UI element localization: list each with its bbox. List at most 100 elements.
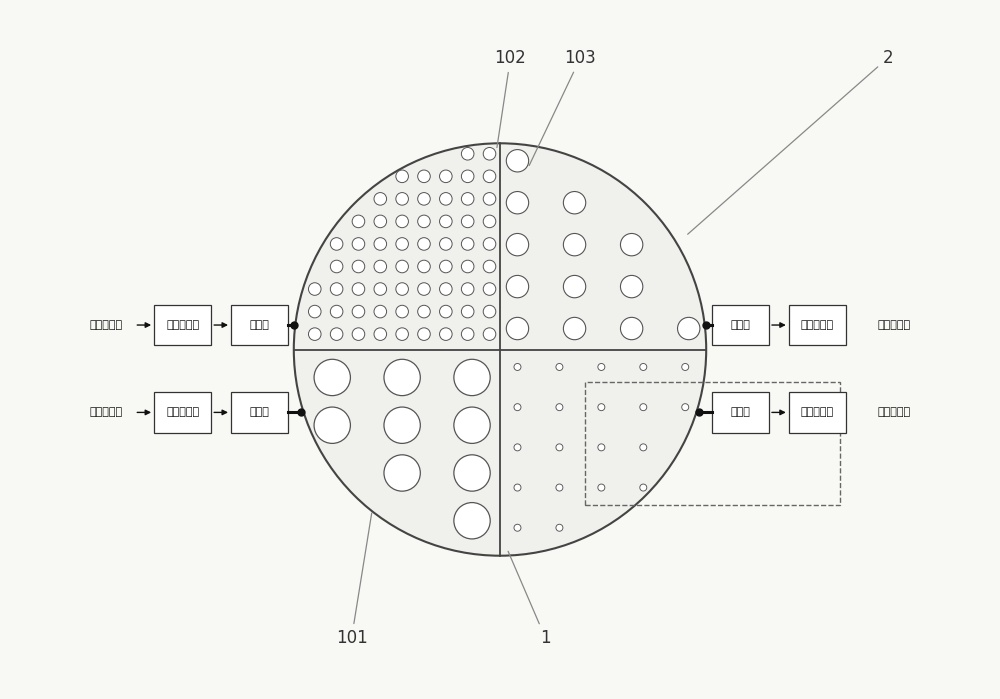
Circle shape xyxy=(454,359,490,396)
Circle shape xyxy=(374,282,387,295)
Bar xyxy=(77,305,134,345)
Circle shape xyxy=(418,215,430,228)
Circle shape xyxy=(483,238,496,250)
Circle shape xyxy=(396,328,408,340)
Text: 信号发生器: 信号发生器 xyxy=(878,320,911,330)
Circle shape xyxy=(396,305,408,318)
Circle shape xyxy=(330,282,343,295)
Circle shape xyxy=(563,233,586,256)
Circle shape xyxy=(506,317,529,340)
Circle shape xyxy=(640,404,647,411)
Circle shape xyxy=(461,282,474,295)
Bar xyxy=(789,392,846,433)
Circle shape xyxy=(374,238,387,250)
Circle shape xyxy=(384,359,420,396)
Text: 信号发生器: 信号发生器 xyxy=(89,408,122,417)
Text: 信号发生器: 信号发生器 xyxy=(878,408,911,417)
Circle shape xyxy=(514,524,521,531)
Circle shape xyxy=(556,524,563,531)
Circle shape xyxy=(418,193,430,206)
Bar xyxy=(866,305,923,345)
Circle shape xyxy=(396,215,408,228)
Circle shape xyxy=(514,484,521,491)
Text: 103: 103 xyxy=(529,49,596,166)
Circle shape xyxy=(483,260,496,273)
Circle shape xyxy=(514,363,521,370)
Circle shape xyxy=(374,215,387,228)
Circle shape xyxy=(461,328,474,340)
Bar xyxy=(585,382,840,505)
Circle shape xyxy=(483,193,496,206)
Text: 功率放大器: 功率放大器 xyxy=(801,320,834,330)
Circle shape xyxy=(461,305,474,318)
Circle shape xyxy=(330,328,343,340)
Bar xyxy=(154,392,211,433)
Text: 功率放大器: 功率放大器 xyxy=(166,408,199,417)
Circle shape xyxy=(461,193,474,206)
Circle shape xyxy=(330,305,343,318)
Circle shape xyxy=(454,503,490,539)
Circle shape xyxy=(483,147,496,160)
Circle shape xyxy=(514,444,521,451)
Circle shape xyxy=(640,444,647,451)
Circle shape xyxy=(396,238,408,250)
Circle shape xyxy=(620,233,643,256)
Circle shape xyxy=(418,282,430,295)
Circle shape xyxy=(514,404,521,411)
Text: 102: 102 xyxy=(495,49,526,147)
Circle shape xyxy=(678,317,700,340)
Circle shape xyxy=(384,407,420,443)
Text: 变压器: 变压器 xyxy=(731,408,750,417)
Circle shape xyxy=(440,260,452,273)
Circle shape xyxy=(418,170,430,182)
Circle shape xyxy=(563,192,586,214)
Circle shape xyxy=(556,444,563,451)
Bar xyxy=(154,305,211,345)
Circle shape xyxy=(556,363,563,370)
Circle shape xyxy=(352,215,365,228)
Circle shape xyxy=(506,275,529,298)
Circle shape xyxy=(308,328,321,340)
Text: 变压器: 变压器 xyxy=(731,320,750,330)
Circle shape xyxy=(640,484,647,491)
Circle shape xyxy=(352,328,365,340)
Bar xyxy=(77,392,134,433)
Text: 101: 101 xyxy=(336,513,372,647)
Circle shape xyxy=(352,260,365,273)
Circle shape xyxy=(620,317,643,340)
Circle shape xyxy=(461,170,474,182)
Circle shape xyxy=(440,305,452,318)
Bar xyxy=(231,305,288,345)
Circle shape xyxy=(440,215,452,228)
Circle shape xyxy=(563,317,586,340)
Circle shape xyxy=(483,170,496,182)
Circle shape xyxy=(374,328,387,340)
Bar xyxy=(789,305,846,345)
Circle shape xyxy=(396,193,408,206)
Circle shape xyxy=(598,404,605,411)
Circle shape xyxy=(506,150,529,172)
Circle shape xyxy=(440,282,452,295)
Circle shape xyxy=(461,260,474,273)
Text: 变压器: 变压器 xyxy=(250,408,269,417)
Circle shape xyxy=(308,305,321,318)
Circle shape xyxy=(418,305,430,318)
Circle shape xyxy=(396,170,408,182)
Text: 功率放大器: 功率放大器 xyxy=(801,408,834,417)
Circle shape xyxy=(440,193,452,206)
Circle shape xyxy=(294,143,706,556)
Circle shape xyxy=(308,282,321,295)
Circle shape xyxy=(314,359,350,396)
Circle shape xyxy=(483,305,496,318)
Circle shape xyxy=(506,192,529,214)
Circle shape xyxy=(440,328,452,340)
Text: 信号发生器: 信号发生器 xyxy=(89,320,122,330)
Circle shape xyxy=(352,305,365,318)
Text: 功率放大器: 功率放大器 xyxy=(166,320,199,330)
Circle shape xyxy=(563,275,586,298)
Bar xyxy=(712,305,769,345)
Circle shape xyxy=(374,260,387,273)
Circle shape xyxy=(483,215,496,228)
Text: 变压器: 变压器 xyxy=(250,320,269,330)
Text: 1: 1 xyxy=(508,552,551,647)
